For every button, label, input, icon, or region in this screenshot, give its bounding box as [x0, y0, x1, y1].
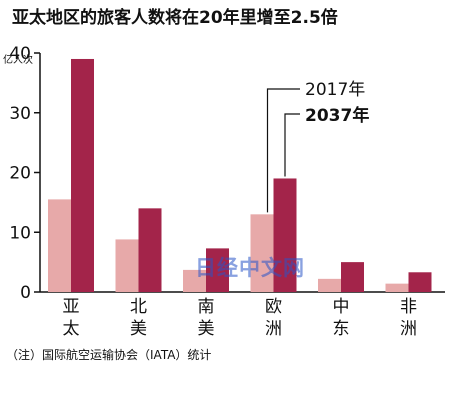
bar-2017年-北美: [115, 239, 139, 292]
bar-2037年-北美: [138, 208, 162, 292]
bar-2037年-中东: [341, 262, 364, 292]
chart-title: 亚太地区的旅客人数将在20年里增至2.5倍: [12, 7, 338, 28]
legend-leader-2017: [266, 88, 300, 213]
x-category-label: 中: [333, 297, 350, 317]
bar-2017年-亚太: [48, 199, 71, 292]
y-tick-label: 10: [9, 223, 31, 243]
source-note: （注）国际航空运输协会（IATA）统计: [6, 347, 211, 362]
x-category-label: 亚: [63, 297, 80, 317]
bar-2017年-中东: [318, 278, 341, 292]
bar-2037年-亚太: [71, 58, 94, 292]
y-axis-ticks: 0 10 20 30 40: [9, 44, 40, 303]
bar-2037年-非洲: [408, 272, 432, 292]
bars-group: [48, 58, 432, 292]
legend: 2017年 2037年: [266, 80, 369, 213]
y-axis-unit: 亿人次: [3, 53, 33, 66]
x-category-label: 太: [63, 319, 80, 339]
watermark: 日经中文网: [195, 256, 305, 280]
x-category-label: 北: [130, 297, 147, 317]
x-category-label: 洲: [265, 319, 282, 339]
legend-label-2037: 2037年: [305, 105, 369, 126]
bar-2017年-欧洲: [250, 214, 274, 292]
x-category-label: 非: [400, 297, 417, 317]
x-category-label: 洲: [400, 319, 417, 339]
bar-2037年-欧洲: [273, 178, 297, 292]
legend-leader-2037: [284, 113, 300, 177]
bar-2017年-南美: [183, 269, 206, 292]
y-tick-label: 30: [9, 104, 31, 124]
x-category-label: 东: [333, 319, 350, 339]
x-category-label: 美: [130, 319, 147, 339]
y-tick-label: 0: [20, 283, 31, 303]
x-category-label: 南: [198, 297, 215, 317]
legend-label-2017: 2017年: [305, 80, 365, 100]
y-tick-label: 40: [9, 44, 31, 64]
bar-2037年-南美: [206, 248, 229, 292]
x-category-label: 欧: [265, 297, 282, 317]
bar-2017年-非洲: [385, 283, 409, 292]
y-tick-label: 20: [9, 164, 31, 184]
x-category-label: 美: [198, 319, 215, 339]
